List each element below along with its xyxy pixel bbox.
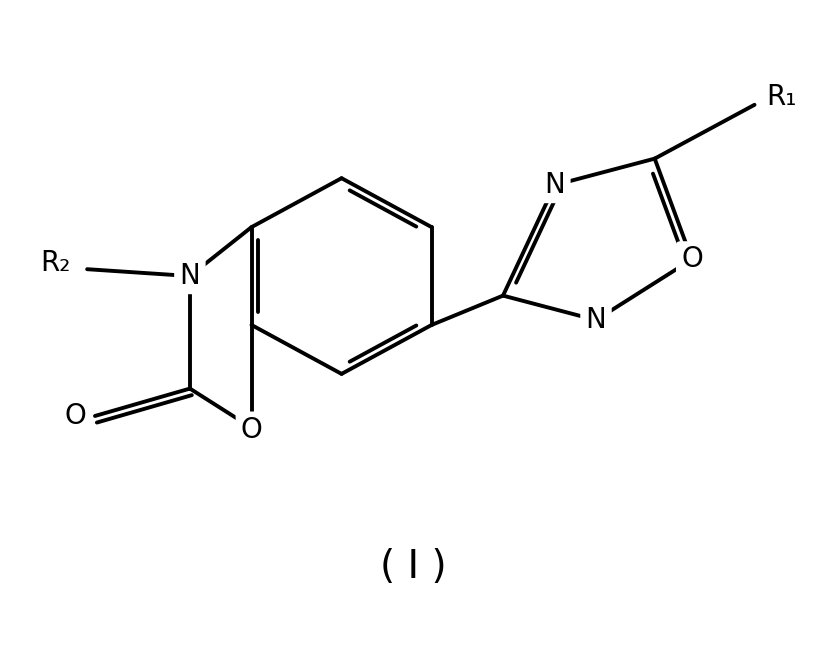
- Text: N: N: [585, 306, 608, 334]
- Text: O: O: [64, 402, 86, 430]
- Text: R₂: R₂: [40, 249, 71, 278]
- Text: O: O: [240, 415, 263, 444]
- Text: N: N: [178, 262, 202, 290]
- Text: O: O: [240, 415, 263, 444]
- Text: N: N: [544, 171, 567, 199]
- Text: O: O: [680, 245, 704, 274]
- Text: N: N: [586, 306, 606, 334]
- Text: R₁: R₁: [767, 83, 797, 111]
- Text: N: N: [544, 171, 565, 199]
- Text: N: N: [179, 262, 200, 290]
- Text: ( I ): ( I ): [380, 547, 446, 586]
- Text: O: O: [64, 402, 88, 430]
- Text: O: O: [681, 245, 703, 274]
